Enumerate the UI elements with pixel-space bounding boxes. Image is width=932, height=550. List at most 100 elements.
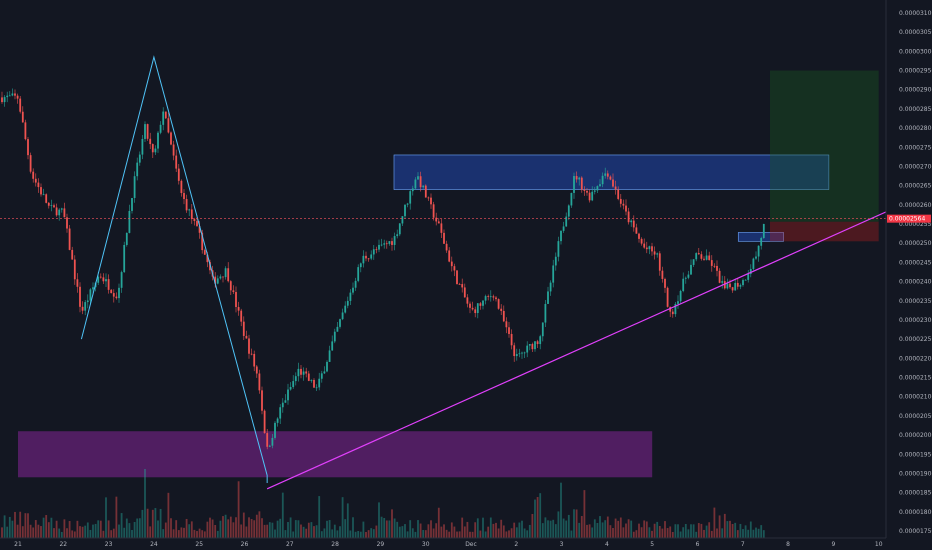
volume-bar — [471, 531, 474, 538]
candle-body — [107, 279, 110, 290]
volume-bar — [674, 524, 677, 538]
volume-bar — [432, 528, 435, 538]
volume-bar — [16, 524, 19, 538]
volume-bar — [115, 496, 118, 538]
candles-layer — [1, 88, 765, 450]
stop-zone[interactable] — [769, 221, 879, 242]
support-zone[interactable] — [18, 431, 653, 478]
candle-body — [674, 303, 677, 315]
candle-body — [32, 171, 35, 179]
candle-body — [305, 371, 308, 374]
candle-body — [284, 400, 287, 403]
volume-bar — [606, 516, 609, 538]
candle-body — [653, 251, 656, 255]
volume-bar — [422, 529, 425, 538]
volume-bar — [385, 520, 388, 538]
time-axis[interactable] — [0, 538, 932, 550]
volume-bar — [3, 515, 6, 538]
candle-body — [625, 205, 627, 212]
x-tick-label: 22 — [59, 541, 67, 548]
volume-bar — [695, 531, 698, 538]
candle-body — [177, 168, 180, 181]
volume-bar — [339, 526, 341, 538]
volume-bar — [292, 531, 295, 538]
volume-bar — [692, 524, 695, 538]
candle-body — [287, 389, 289, 401]
candle-body — [40, 187, 42, 195]
candle-body — [695, 253, 698, 260]
volume-bar — [687, 529, 690, 538]
volume-bar — [157, 520, 159, 538]
y-tick-label: 0.00002600 — [899, 202, 932, 209]
candle-body — [742, 280, 744, 286]
volume-bar — [622, 527, 625, 538]
x-tick-label: 6 — [696, 541, 700, 548]
candle-body — [302, 371, 305, 375]
candle-body — [703, 258, 705, 260]
volume-bar — [508, 530, 510, 538]
volume-bar — [679, 531, 682, 538]
volume-bar — [515, 527, 518, 538]
candle-body — [339, 319, 341, 327]
resistance-zone[interactable] — [393, 154, 830, 190]
volume-bar — [700, 523, 703, 538]
candle-body — [684, 277, 687, 279]
volume-bar — [107, 520, 110, 538]
volume-bar — [198, 528, 201, 538]
volume-bar — [487, 526, 490, 538]
candle-body — [632, 220, 635, 228]
candle-body — [99, 276, 102, 278]
volume-bar — [604, 520, 607, 538]
volume-bar — [404, 524, 406, 538]
volume-bar — [461, 517, 464, 538]
drawings-layer[interactable] — [80, 55, 911, 490]
candle-body — [86, 300, 89, 303]
volume-bar — [726, 521, 729, 538]
candle-body — [375, 249, 378, 251]
volume-bar — [307, 522, 310, 538]
zigzag-pattern-line[interactable] — [80, 55, 268, 484]
target-zone[interactable] — [769, 70, 879, 222]
volume-bar — [456, 531, 458, 538]
volume-bar — [443, 524, 445, 538]
candle-body — [292, 381, 295, 388]
y-tick-label: 0.00002550 — [899, 221, 932, 228]
x-tick-label: 29 — [377, 541, 385, 548]
candle-body — [268, 445, 271, 447]
candle-body — [687, 274, 690, 278]
candle-body — [586, 190, 588, 193]
volume-bar — [294, 520, 297, 538]
volume-bar — [27, 513, 29, 538]
volume-bar — [752, 529, 755, 538]
volume-bar — [599, 516, 601, 538]
candle-body — [690, 264, 692, 275]
candle-body — [435, 217, 438, 222]
volume-bar — [183, 527, 185, 538]
candle-body — [170, 132, 172, 145]
support-trendline[interactable] — [266, 200, 911, 490]
candle-body — [612, 179, 614, 187]
volume-bar — [484, 531, 487, 538]
candle-body — [643, 243, 646, 248]
candle-body — [445, 243, 448, 251]
volume-bar — [531, 513, 534, 538]
candle-body — [162, 111, 165, 125]
candle-body — [518, 353, 521, 355]
candle-body — [541, 322, 544, 337]
volume-bar — [500, 519, 503, 538]
candle-body — [640, 238, 643, 244]
candle-body — [68, 228, 71, 250]
volume-bar — [320, 531, 323, 538]
volume-bar — [279, 518, 282, 538]
candle-body — [331, 341, 334, 351]
volume-bar — [632, 531, 635, 538]
candle-body — [76, 279, 79, 287]
volume-bar — [713, 507, 716, 538]
candle-body — [63, 208, 66, 218]
volume-bar — [495, 522, 497, 538]
y-tick-label: 0.00002650 — [899, 183, 932, 190]
candle-body — [34, 178, 37, 183]
volume-bar — [37, 524, 40, 538]
price-axis[interactable] — [886, 0, 932, 538]
